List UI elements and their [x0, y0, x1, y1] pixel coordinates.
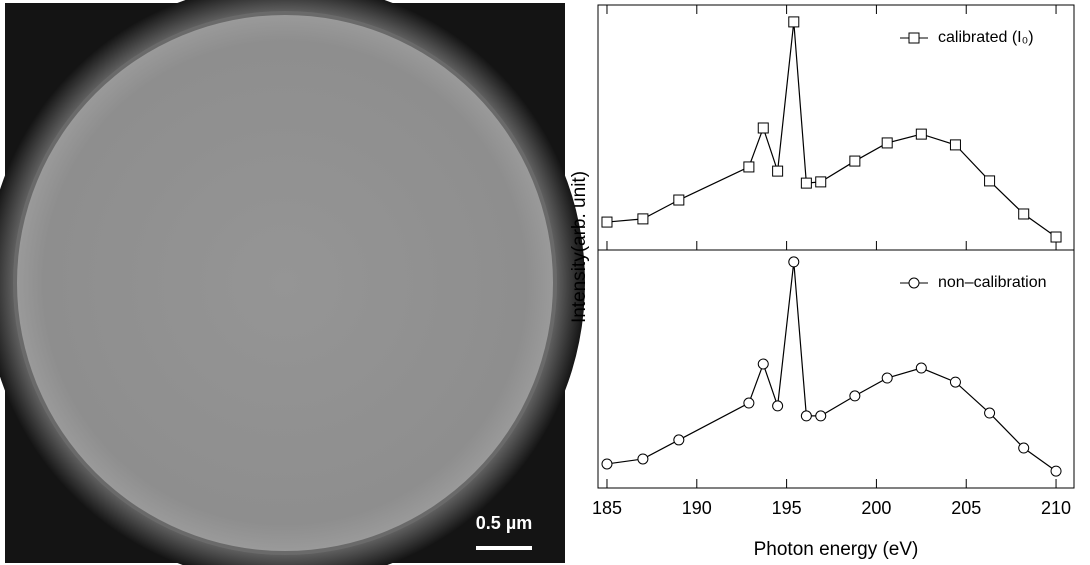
- data-point: [638, 214, 648, 224]
- data-point: [773, 166, 783, 176]
- data-point: [638, 454, 648, 464]
- data-point: [1019, 443, 1029, 453]
- data-point: [916, 129, 926, 139]
- legend-marker: [909, 33, 919, 43]
- x-tick-label: 190: [682, 498, 712, 518]
- data-point: [758, 359, 768, 369]
- x-tick-label: 210: [1041, 498, 1071, 518]
- x-axis-label: Photon energy (eV): [754, 539, 919, 560]
- y-axis-label: Intensity(arb. unit): [569, 171, 590, 323]
- data-point: [816, 177, 826, 187]
- scale-bar-label: 0.5 µm: [476, 513, 532, 533]
- data-point: [882, 373, 892, 383]
- x-tick-label: 205: [951, 498, 981, 518]
- data-point: [801, 411, 811, 421]
- data-point: [850, 156, 860, 166]
- data-point: [602, 459, 612, 469]
- data-point: [985, 408, 995, 418]
- x-tick-label: 200: [861, 498, 891, 518]
- data-point: [950, 140, 960, 150]
- data-point: [950, 377, 960, 387]
- data-point: [801, 178, 811, 188]
- data-point: [744, 162, 754, 172]
- data-point: [882, 138, 892, 148]
- data-point: [674, 195, 684, 205]
- data-point: [602, 217, 612, 227]
- data-point: [674, 435, 684, 445]
- data-point: [1051, 232, 1061, 242]
- legend-label: calibrated (I₀): [938, 29, 1034, 46]
- data-point: [985, 176, 995, 186]
- data-point: [789, 17, 799, 27]
- x-tick-label: 195: [772, 498, 802, 518]
- data-point: [789, 257, 799, 267]
- data-point: [1019, 209, 1029, 219]
- data-point: [1051, 466, 1061, 476]
- micrograph: 0.5 µm: [0, 0, 585, 565]
- data-point: [773, 401, 783, 411]
- data-point: [758, 123, 768, 133]
- data-point: [816, 411, 826, 421]
- x-tick-label: 185: [592, 498, 622, 518]
- legend-label: non–calibration: [938, 274, 1047, 291]
- legend-marker: [909, 278, 919, 288]
- data-point: [916, 363, 926, 373]
- figure: 0.5 µm calibrated (I₀) Intensity(arb. uni…: [0, 0, 1090, 565]
- data-point: [744, 398, 754, 408]
- data-point: [850, 391, 860, 401]
